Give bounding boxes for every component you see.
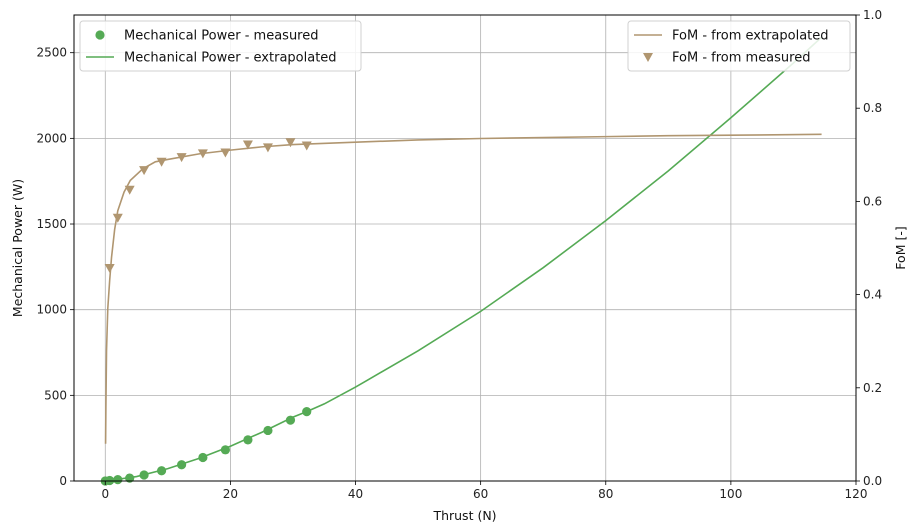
legend-label: FoM - from extrapolated: [672, 29, 829, 44]
y2-tick-label: 0.4: [863, 288, 882, 302]
x-tick-label: 0: [101, 487, 109, 501]
power-measured-point: [198, 452, 208, 463]
fom-measured-point: [124, 185, 135, 195]
fom-measured-point: [242, 140, 253, 150]
power-measured-point: [177, 460, 187, 470]
power-measured-point: [243, 435, 253, 445]
x-tick-label: 60: [473, 487, 488, 501]
power-measured-point: [139, 470, 149, 480]
y2-tick-label: 0.2: [863, 381, 882, 395]
legend-label: FoM - from measured: [672, 51, 810, 66]
x-axis-label: Thrust (N): [432, 508, 496, 523]
x-tick-label: 100: [719, 487, 742, 501]
series-layer: [100, 36, 823, 486]
y2-axis-label: FoM [-]: [893, 226, 908, 269]
fom-measured-point: [285, 138, 296, 148]
fom-measured-point: [301, 141, 312, 151]
power-measured-point: [113, 475, 123, 485]
legends-layer: Mechanical Power - measured Mechanical Po…: [79, 20, 851, 72]
x-tick-label: 80: [598, 487, 613, 501]
y-axis-label: Mechanical Power (W): [10, 179, 25, 317]
power-measured-point: [105, 475, 115, 486]
y-tick-label: 500: [44, 388, 67, 402]
power-measured-point: [125, 473, 135, 483]
x-tick-label: 20: [223, 487, 238, 501]
power-measured-point: [302, 407, 312, 417]
y2-tick-label: 0.6: [863, 194, 882, 208]
y-tick-label: 1500: [36, 217, 67, 231]
x-tick-label: 40: [348, 487, 363, 501]
fom-extrapolated-line: [104, 133, 822, 444]
legend-label: Mechanical Power - measured: [124, 29, 319, 44]
x-tick-label: 120: [845, 487, 868, 501]
power-measured-point: [285, 415, 296, 425]
fom-measured-point: [197, 149, 208, 159]
power-measured-point: [263, 425, 273, 436]
fom-measured-point: [262, 143, 273, 153]
legend-marker: [643, 53, 653, 62]
fom-measured-point: [156, 157, 167, 167]
y2-tick-label: 0.8: [863, 101, 882, 115]
y-tick-label: 1000: [36, 303, 67, 317]
ticks-layer: 0 20 40 60 80 100 120 0 500 1000 1500 2000 2500 0.0 0.…: [36, 8, 882, 501]
power-measured-point: [156, 466, 167, 476]
y-tick-label: 2000: [36, 131, 67, 145]
fom-measured-point: [220, 148, 231, 158]
legend-box: [627, 20, 851, 72]
y-tick-label: 0: [59, 474, 67, 488]
power-extrapolated-line: [105, 36, 823, 482]
y-tick-label: 2500: [36, 46, 67, 60]
plot-frame: [73, 14, 857, 482]
power-measured-point: [220, 445, 230, 455]
legend-label: Mechanical Power - extrapolated: [124, 51, 337, 66]
y2-tick-label: 1.0: [863, 8, 882, 22]
fom-measured-point: [176, 153, 187, 163]
legend-marker: [95, 30, 105, 40]
legend-box: [79, 20, 362, 72]
y2-tick-label: 0.0: [863, 474, 882, 488]
fom-measured-point: [139, 166, 150, 176]
fom-measured-point: [104, 264, 115, 274]
fom-measured-point: [112, 213, 123, 223]
